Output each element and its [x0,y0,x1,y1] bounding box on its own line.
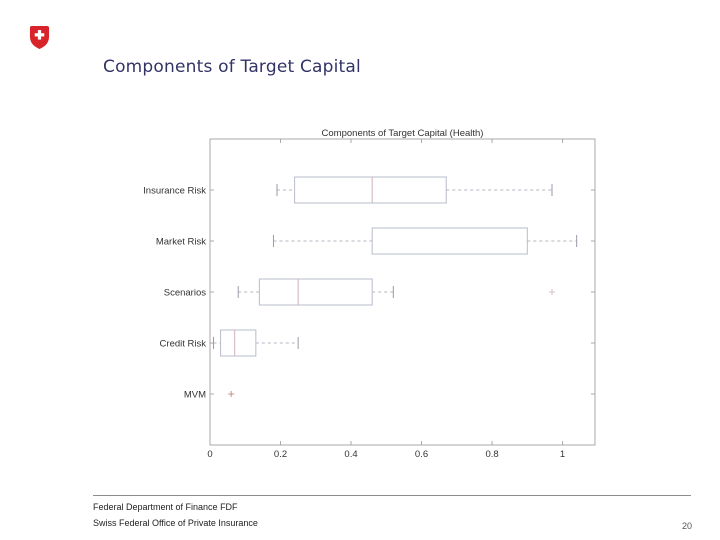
cross-horizontal [34,33,45,37]
x-tick-label: 0.4 [344,449,357,460]
x-tick-label: 0 [207,449,212,460]
box [294,176,447,204]
page-title: Components of Target Capital [103,57,361,77]
chart-title: Components of Target Capital (Health) [322,128,484,139]
boxplot-chart: Components of Target Capital (Health) 0 0.… [143,128,596,460]
category-label: Credit Risk [160,339,207,350]
box [258,278,373,306]
footer-divider [93,495,691,496]
box [371,227,528,255]
box [220,329,257,357]
swiss-flag-logo [29,26,50,49]
category-label: Market Risk [156,237,206,248]
x-tick-label: 1 [560,449,565,460]
footer-department: Federal Department of Finance FDF [93,502,238,512]
category-label: MVM [184,390,206,401]
category-label: Insurance Risk [143,186,206,197]
x-tick-label: 0.6 [415,449,428,460]
x-tick-label: 0.2 [274,449,287,460]
footer-office: Swiss Federal Office of Private Insuranc… [93,518,258,528]
category-label: Scenarios [164,288,206,299]
page-number: 20 [681,521,692,531]
x-tick-label: 0.8 [485,449,498,460]
